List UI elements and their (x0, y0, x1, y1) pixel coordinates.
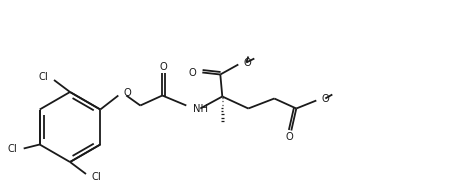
Text: O: O (322, 94, 329, 103)
Text: Cl: Cl (92, 172, 102, 182)
Text: Cl: Cl (38, 72, 48, 82)
Text: O: O (189, 68, 196, 78)
Text: O: O (160, 61, 167, 71)
Text: O: O (243, 57, 251, 68)
Text: Cl: Cl (8, 145, 18, 155)
Text: O: O (285, 132, 293, 142)
Text: O: O (123, 88, 131, 98)
Text: NH: NH (193, 103, 208, 113)
